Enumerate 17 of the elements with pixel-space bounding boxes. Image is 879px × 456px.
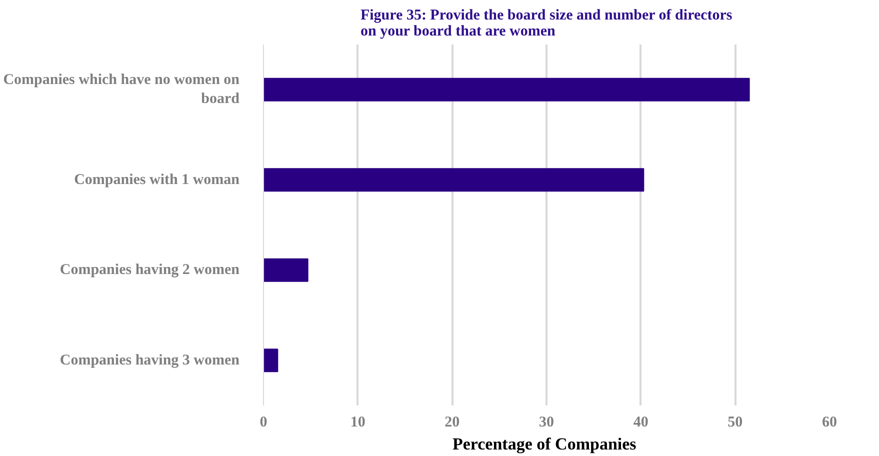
y-tick-label: Companies which have no women on board	[3, 72, 240, 108]
x-tick-label: 40	[633, 414, 648, 430]
x-tick-label: 50	[728, 414, 743, 430]
bar	[264, 258, 308, 282]
x-tick-label: 30	[539, 414, 554, 430]
y-tick-label: Companies having 2 women	[60, 262, 240, 278]
y-tick-label: Companies with 1 woman	[74, 172, 240, 188]
x-tick-label: 10	[350, 414, 366, 430]
bar	[264, 78, 750, 102]
chart-title: Figure 35: Provide the board size and number of directors on your board that are women	[360, 8, 732, 40]
y-tick-label: Companies having 3 women	[60, 352, 240, 368]
x-axis-title: Percentage of Companies	[452, 434, 637, 454]
x-tick-label: 0	[260, 414, 268, 430]
bar	[264, 168, 644, 192]
x-tick-label: 60	[822, 414, 837, 430]
bar	[264, 348, 278, 372]
x-tick-label: 20	[444, 414, 460, 430]
